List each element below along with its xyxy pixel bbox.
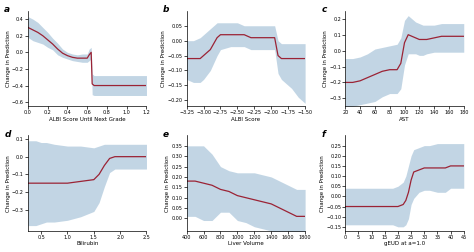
Y-axis label: Change in Prediction: Change in Prediction <box>161 30 166 87</box>
Y-axis label: Change in Prediction: Change in Prediction <box>323 30 328 87</box>
Text: a: a <box>4 5 10 14</box>
Text: e: e <box>163 130 169 139</box>
X-axis label: ALBI Score: ALBI Score <box>231 117 260 122</box>
Y-axis label: Change in Prediction: Change in Prediction <box>165 155 170 211</box>
Text: b: b <box>163 5 169 14</box>
X-axis label: gEUD at a=1.0: gEUD at a=1.0 <box>384 241 425 246</box>
X-axis label: AST: AST <box>399 117 410 122</box>
Text: f: f <box>321 130 326 139</box>
Text: c: c <box>321 5 327 14</box>
X-axis label: Liver Volume: Liver Volume <box>228 241 264 246</box>
X-axis label: Bilirubin: Bilirubin <box>76 241 99 246</box>
Text: d: d <box>4 130 11 139</box>
Y-axis label: Change in Prediction: Change in Prediction <box>319 155 325 211</box>
X-axis label: ALBI Score Until Next Grade: ALBI Score Until Next Grade <box>49 117 126 122</box>
Y-axis label: Change in Prediction: Change in Prediction <box>6 155 10 211</box>
Y-axis label: Change in Prediction: Change in Prediction <box>6 30 10 87</box>
